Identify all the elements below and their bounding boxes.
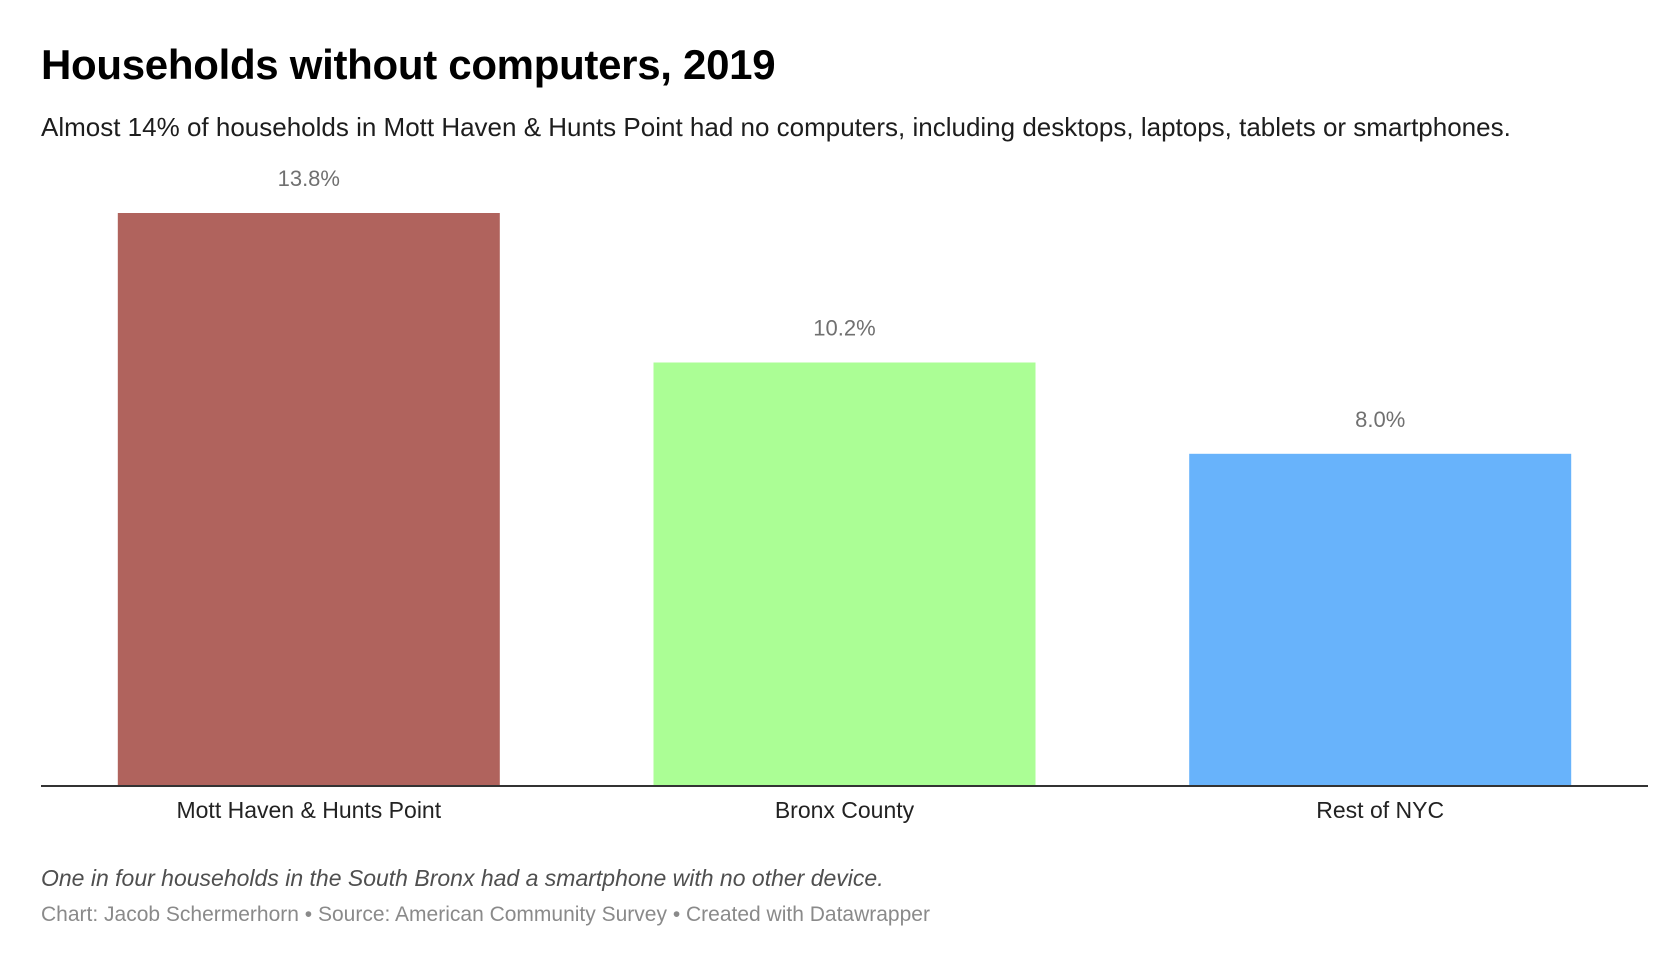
value-label-0: 13.8% [278,166,340,191]
separator-2: • [672,903,681,926]
credit-text: Chart: Jacob Schermerhorn [41,903,299,926]
separator-1: • [304,903,313,926]
bar-0 [117,213,500,786]
value-label-2: 8.0% [1355,407,1405,432]
value-labels-group: 13.8% 10.2% 8.0% [278,166,1406,432]
category-label-0: Mott Haven & Hunts Point [176,797,441,823]
chart-note: One in four households in the South Bron… [41,865,884,891]
chart-byline: Chart: Jacob Schermerhorn • Source: Amer… [41,900,930,930]
bar-1 [653,362,1036,786]
bars-group [117,213,1572,786]
value-label-1: 10.2% [813,316,875,341]
chart-title: Households without computers, 2019 [41,41,776,88]
tool-text: Created with Datawrapper [686,903,930,926]
chart-subtitle: Almost 14% of households in Mott Haven &… [41,112,1511,142]
category-label-2: Rest of NYC [1316,797,1444,823]
bar-2 [1189,453,1572,786]
source-text: Source: American Community Survey [318,903,667,926]
category-labels-group: Mott Haven & Hunts Point Bronx County Rest… [176,797,1444,823]
category-label-1: Bronx County [775,797,915,823]
